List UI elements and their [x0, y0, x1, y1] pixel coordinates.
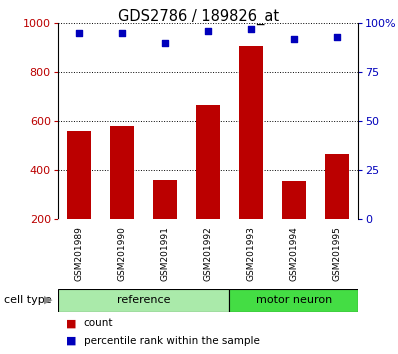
Text: GDS2786 / 189826_at: GDS2786 / 189826_at — [119, 9, 279, 25]
Point — [248, 26, 254, 32]
Bar — [239, 46, 263, 219]
Bar — [282, 181, 306, 219]
Text: ■: ■ — [66, 336, 76, 346]
Bar — [229, 289, 358, 312]
Point — [334, 34, 340, 40]
Text: GSM201991: GSM201991 — [160, 227, 170, 281]
Text: motor neuron: motor neuron — [256, 295, 332, 305]
Point — [205, 28, 211, 34]
Text: GSM201993: GSM201993 — [246, 227, 256, 281]
Point — [291, 36, 297, 41]
Bar — [325, 154, 349, 219]
Bar — [58, 289, 229, 312]
Bar — [153, 180, 177, 219]
Text: cell type: cell type — [4, 295, 52, 305]
Bar — [196, 105, 220, 219]
Text: GSM201990: GSM201990 — [117, 227, 127, 281]
Bar — [67, 131, 91, 219]
Text: ▶: ▶ — [43, 295, 52, 305]
Point — [162, 40, 168, 45]
Bar — [110, 126, 134, 219]
Text: reference: reference — [117, 295, 170, 305]
Point — [76, 30, 82, 36]
Point — [119, 30, 125, 36]
Text: GSM201992: GSM201992 — [203, 227, 213, 281]
Text: ■: ■ — [66, 318, 76, 328]
Text: count: count — [84, 318, 113, 328]
Text: GSM201989: GSM201989 — [75, 227, 84, 281]
Text: percentile rank within the sample: percentile rank within the sample — [84, 336, 259, 346]
Text: GSM201994: GSM201994 — [289, 227, 298, 281]
Text: GSM201995: GSM201995 — [332, 227, 341, 281]
